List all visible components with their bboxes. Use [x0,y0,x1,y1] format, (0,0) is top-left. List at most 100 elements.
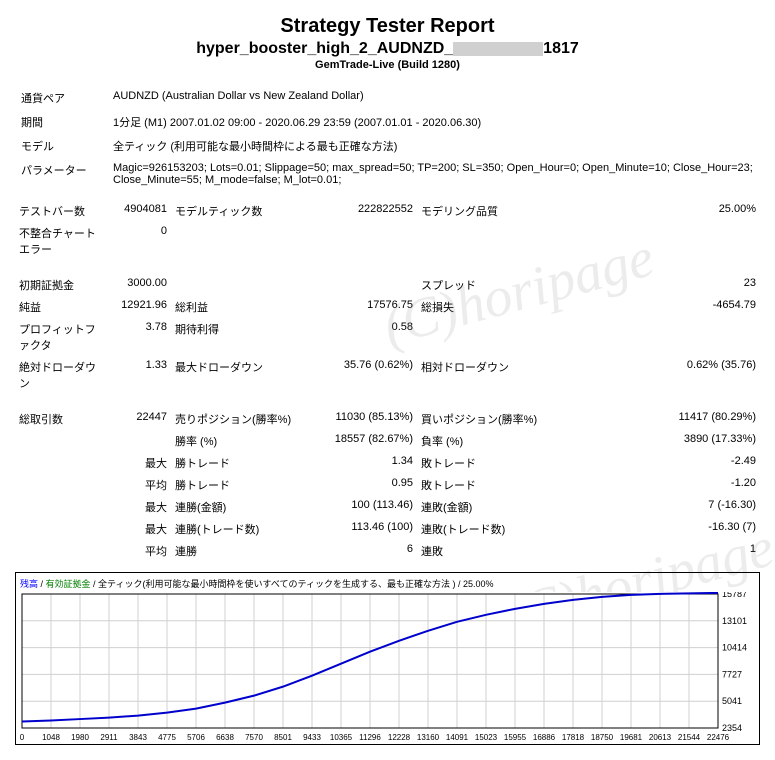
svg-text:4775: 4775 [158,733,176,742]
consloss-amt-val: 7 (-16.30) [545,496,760,518]
model-label: モデル [15,134,107,158]
svg-text:2911: 2911 [100,733,118,742]
svg-text:20613: 20613 [649,733,672,742]
conswin-cnt-label: 連勝(トレード数) [171,518,299,540]
report-header: Strategy Tester Report hyper_booster_hig… [15,15,760,71]
bars-label: テストバー数 [15,200,103,222]
pair-label: 通貨ペア [15,86,107,110]
svg-text:0: 0 [20,733,25,742]
max-label3: 最大 [103,518,171,540]
deposit-val: 3000.00 [103,274,171,296]
avgconsloss-label: 連敗 [417,540,545,562]
long-val: 11417 (80.29%) [545,408,760,430]
pf-val: 3.78 [103,318,171,356]
mismatch-label: 不整合チャートエラー [15,222,103,260]
ticks-label: モデルティック数 [171,200,299,222]
winrate-label: 勝率 (%) [171,430,299,452]
svg-text:15955: 15955 [504,733,527,742]
grossloss-val: -4654.79 [545,296,760,318]
svg-text:1048: 1048 [42,733,60,742]
avg-label2: 平均 [103,540,171,562]
conswin-amt-label: 連勝(金額) [171,496,299,518]
spread-val: 23 [545,274,760,296]
param-label: パラメーター [15,158,107,190]
avgwin-val: 0.95 [299,474,417,496]
svg-text:18750: 18750 [591,733,614,742]
svg-text:21544: 21544 [678,733,701,742]
grossloss-label: 総損失 [417,296,545,318]
svg-text:10365: 10365 [330,733,353,742]
chart-svg: 1578713101104147727504123540104819802911… [18,592,758,742]
trades-val: 22447 [103,408,171,430]
svg-text:11296: 11296 [359,733,381,742]
mismatch-val: 0 [103,222,171,260]
losstrade-label: 敗トレード [417,452,545,474]
netprofit-label: 純益 [15,296,103,318]
svg-text:8501: 8501 [274,733,292,742]
lossrate-val: 3890 (17.33%) [545,430,760,452]
svg-text:13160: 13160 [417,733,440,742]
consloss-amt-label: 連敗(金額) [417,496,545,518]
svg-text:19681: 19681 [620,733,643,742]
expected-label: 期待利得 [171,318,299,356]
params-table: 通貨ペアAUDNZD (Australian Dollar vs New Zea… [15,86,760,190]
grossprofit-label: 総利益 [171,296,299,318]
caption-balance: 残高 [20,579,38,589]
maxdd-val: 35.76 (0.62%) [299,356,417,394]
ticks-val: 222822552 [299,200,417,222]
svg-text:15023: 15023 [475,733,498,742]
svg-text:1980: 1980 [71,733,89,742]
short-label: 売りポジション(勝率%) [171,408,299,430]
svg-text:3843: 3843 [129,733,147,742]
svg-text:2354: 2354 [722,723,742,733]
chart-caption: 残高 / 有効証拠金 / 全ティック(利用可能な最小時間枠を使いすべてのティック… [18,575,757,592]
redacted-box [453,42,543,56]
bars-val: 4904081 [103,200,171,222]
stats-table: テストバー数 4904081 モデルティック数 222822552 モデリング品… [15,200,760,562]
subtitle-post: 1817 [543,40,579,57]
report-title: Strategy Tester Report [15,15,760,38]
deposit-label: 初期証拠金 [15,274,103,296]
quality-val: 25.00% [545,200,760,222]
svg-text:14091: 14091 [446,733,469,742]
equity-chart: 残高 / 有効証拠金 / 全ティック(利用可能な最小時間枠を使いすべてのティック… [15,572,760,745]
wintrade-label: 勝トレード [171,452,299,474]
grossprofit-val: 17576.75 [299,296,417,318]
param-value: Magic=926153203; Lots=0.01; Slippage=50;… [107,158,760,190]
avgconsloss-val: 1 [545,540,760,562]
caption-rest: / 全ティック(利用可能な最小時間枠を使いすべてのティックを生成する、最も正確な… [91,579,494,589]
quality-label: モデリング品質 [417,200,545,222]
model-value: 全ティック (利用可能な最小時間枠による最も正確な方法) [107,134,760,158]
reldd-label: 相対ドローダウン [417,356,545,394]
svg-text:13101: 13101 [722,616,747,626]
netprofit-val: 12921.96 [103,296,171,318]
short-val: 11030 (85.13%) [299,408,417,430]
wintrade-val: 1.34 [299,452,417,474]
svg-text:16886: 16886 [533,733,556,742]
svg-text:5706: 5706 [187,733,205,742]
lossrate-label: 負率 (%) [417,430,545,452]
svg-text:17818: 17818 [562,733,585,742]
svg-text:12228: 12228 [388,733,411,742]
conswin-cnt-val: 113.46 (100) [299,518,417,540]
svg-text:5041: 5041 [722,696,742,706]
losstrade-val: -2.49 [545,452,760,474]
max-label: 最大 [103,452,171,474]
consloss-cnt-label: 連敗(トレード数) [417,518,545,540]
pf-label: プロフィットファクタ [15,318,103,356]
spread-label: スプレッド [417,274,545,296]
caption-equity: 有効証拠金 [46,579,91,589]
avgcons-val: 6 [299,540,417,562]
avgloss-label: 敗トレード [417,474,545,496]
svg-text:7570: 7570 [245,733,263,742]
build-info: GemTrade-Live (Build 1280) [15,59,760,71]
reldd-val: 0.62% (35.76) [545,356,760,394]
svg-text:15787: 15787 [722,592,747,599]
absdd-label: 絶対ドローダウン [15,356,103,394]
avg-label: 平均 [103,474,171,496]
svg-text:6638: 6638 [216,733,234,742]
period-label: 期間 [15,110,107,134]
absdd-val: 1.33 [103,356,171,394]
period-value: 1分足 (M1) 2007.01.02 09:00 - 2020.06.29 2… [107,110,760,134]
long-label: 買いポジション(勝率%) [417,408,545,430]
